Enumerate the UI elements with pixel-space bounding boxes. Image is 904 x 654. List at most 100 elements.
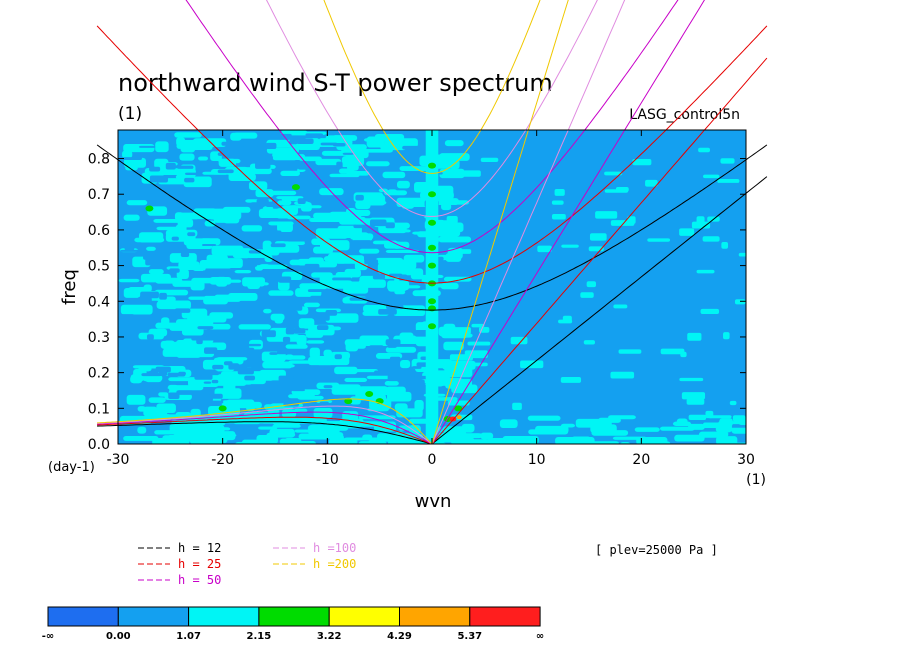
rossby-curve [97, 416, 433, 445]
power-patch [687, 423, 705, 430]
power-patch [294, 429, 315, 433]
power-hole [165, 162, 176, 170]
power-hole [247, 343, 262, 347]
power-hole [250, 202, 259, 207]
power-patch [169, 253, 197, 263]
power-hole [210, 186, 220, 190]
y-tick-label: 0.8 [88, 152, 110, 168]
power-patch [696, 269, 715, 274]
power-peak [428, 298, 436, 305]
power-patch [148, 328, 168, 337]
power-peak [428, 323, 436, 330]
power-hole [127, 272, 140, 275]
power-patch [148, 269, 164, 275]
power-hole [310, 295, 322, 301]
colorbar-swatch [258, 606, 330, 627]
power-patch [341, 163, 357, 168]
power-hole [178, 371, 186, 376]
power-patch [288, 394, 316, 399]
kelvin-curve [431, 176, 768, 445]
power-patch [331, 384, 361, 392]
power-patch [708, 415, 732, 419]
case-annotation: LASG_control5n [629, 107, 740, 123]
power-patch [268, 364, 295, 368]
colorbar-label: 0.00 [106, 631, 131, 642]
power-hole [367, 361, 383, 365]
power-patch [462, 170, 481, 177]
power-patch [445, 200, 469, 205]
power-patch [240, 168, 272, 175]
power-patch [148, 397, 166, 403]
gravity-curve [185, 0, 679, 254]
power-hole [203, 381, 212, 384]
power-patch [394, 290, 406, 295]
power-patch [123, 143, 155, 153]
power-hole [269, 352, 278, 355]
power-patch [272, 151, 298, 161]
power-hole [296, 138, 314, 144]
power-patch [680, 351, 687, 358]
power-hole [122, 157, 142, 160]
colorbar-swatch [399, 606, 471, 627]
power-hole [134, 220, 149, 227]
power-patch [204, 220, 216, 227]
power-patch [723, 332, 730, 340]
power-patch [499, 419, 518, 429]
power-hole [171, 236, 179, 241]
power-patch [566, 439, 593, 444]
power-hole [332, 142, 346, 147]
power-patch [208, 420, 226, 426]
power-hole [159, 292, 167, 300]
power-patch [595, 211, 618, 219]
power-patch [323, 349, 333, 358]
colorbar-swatch [188, 606, 260, 627]
power-patch [279, 438, 292, 444]
power-patch [387, 189, 398, 195]
power-patch [126, 394, 146, 405]
power-patch [387, 391, 412, 402]
power-patch [551, 214, 566, 220]
power-patch [647, 238, 671, 242]
power-patch [447, 327, 471, 335]
colorbar-label: 4.29 [387, 631, 412, 642]
power-hole [137, 297, 152, 304]
power-hole [278, 375, 294, 382]
power-patch [627, 216, 636, 224]
power-patch [262, 240, 272, 251]
rossby-curve [97, 398, 433, 445]
power-hole [410, 379, 425, 385]
power-hole [276, 351, 296, 355]
y-tick-label: 0.7 [88, 187, 110, 203]
legend-label: h = 12 [178, 541, 221, 555]
x-tick-label: 20 [632, 452, 650, 468]
power-patch [448, 433, 483, 439]
power-hole [364, 259, 379, 265]
power-hole [146, 334, 154, 340]
power-patch [262, 190, 297, 196]
power-patch [123, 214, 140, 221]
power-patch [580, 292, 594, 298]
power-hole [285, 327, 295, 335]
power-patch [289, 259, 311, 266]
power-peak [291, 184, 300, 191]
power-patch [604, 189, 629, 193]
power-hole [292, 375, 303, 379]
power-hole [293, 328, 306, 334]
power-hole [241, 347, 255, 353]
y-tick-label: 0.1 [88, 401, 110, 417]
power-patch [554, 188, 565, 196]
power-patch [269, 428, 295, 438]
power-patch [290, 205, 322, 209]
power-hole [267, 230, 282, 234]
power-patch [659, 426, 695, 431]
power-patch [213, 357, 244, 365]
power-hole [213, 180, 224, 187]
curve-legend: h = 12 h = 25 h = 50 h =100 h =200 [138, 541, 356, 587]
power-patch [439, 168, 465, 179]
power-peak [428, 244, 436, 251]
power-patch [378, 224, 407, 234]
power-patch [375, 257, 404, 264]
power-patch [590, 424, 617, 433]
power-patch [382, 171, 406, 179]
power-patch [277, 222, 293, 232]
